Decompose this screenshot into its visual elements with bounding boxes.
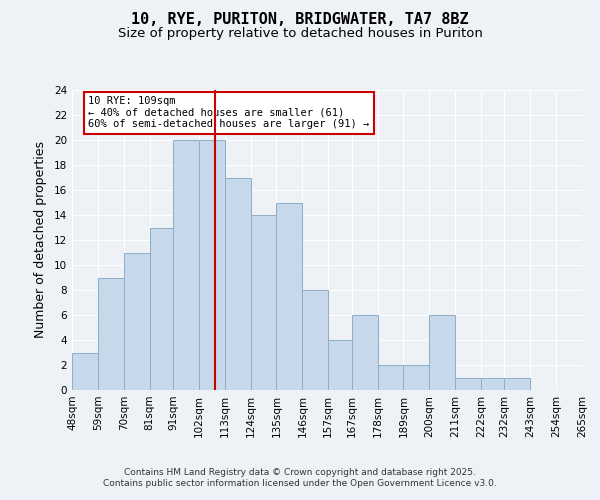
Bar — [505, 378, 530, 390]
Y-axis label: Number of detached properties: Number of detached properties — [34, 142, 47, 338]
Bar — [72, 352, 98, 390]
Bar — [124, 252, 149, 390]
Bar — [98, 278, 124, 390]
Bar — [429, 315, 455, 390]
Text: Contains HM Land Registry data © Crown copyright and database right 2025.
Contai: Contains HM Land Registry data © Crown c… — [103, 468, 497, 487]
Bar — [173, 140, 199, 390]
Bar — [149, 228, 173, 390]
Bar — [199, 140, 225, 390]
Bar — [225, 178, 251, 390]
Bar — [377, 365, 403, 390]
Text: 10, RYE, PURITON, BRIDGWATER, TA7 8BZ: 10, RYE, PURITON, BRIDGWATER, TA7 8BZ — [131, 12, 469, 28]
Bar — [352, 315, 377, 390]
Bar — [481, 378, 505, 390]
Bar — [455, 378, 481, 390]
Text: 10 RYE: 109sqm
← 40% of detached houses are smaller (61)
60% of semi-detached ho: 10 RYE: 109sqm ← 40% of detached houses … — [88, 96, 370, 130]
Bar — [251, 215, 277, 390]
Bar — [277, 202, 302, 390]
Text: Size of property relative to detached houses in Puriton: Size of property relative to detached ho… — [118, 28, 482, 40]
Bar — [328, 340, 352, 390]
Bar — [302, 290, 328, 390]
Bar — [403, 365, 429, 390]
